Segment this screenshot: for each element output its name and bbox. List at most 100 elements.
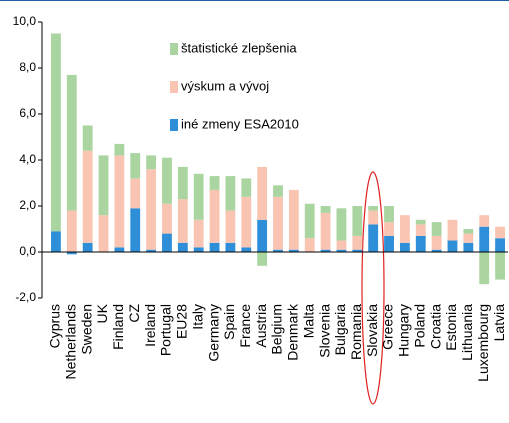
bar-segment [399, 215, 410, 243]
bar-segment [130, 208, 141, 252]
bar-segment [177, 199, 188, 243]
bar-segment [479, 215, 490, 227]
bar-segment [288, 189, 299, 250]
bar-segment [495, 226, 505, 239]
bar-segment [51, 231, 61, 252]
bar-segment [399, 242, 410, 252]
x-tick-label: Lithuania [459, 304, 475, 361]
legend-swatch [170, 119, 178, 131]
bar-segment [241, 178, 252, 197]
bar-segment [193, 173, 204, 220]
bar-segment [209, 176, 220, 190]
bar-segment [368, 206, 379, 211]
bar-segment [225, 176, 236, 211]
bar-segment [320, 212, 331, 250]
x-tick-label: Greece [380, 304, 396, 350]
bar-segment [495, 238, 505, 252]
bar-segment [82, 125, 93, 151]
y-tick-label: 0,0 [19, 244, 36, 258]
bar-segment [114, 247, 125, 252]
x-tick-label: Austria [253, 304, 269, 348]
bar-segment [447, 219, 458, 241]
bar-segment [320, 249, 331, 252]
legend-swatch [170, 43, 178, 55]
bar-segment [146, 169, 157, 250]
y-tick-label: 10,0 [13, 14, 37, 28]
bar-segment [415, 224, 426, 236]
bar-segment [368, 224, 379, 252]
x-tick-label: Netherlands [62, 304, 78, 380]
bar-segment [162, 203, 172, 234]
x-tick-label: Portugal [158, 304, 174, 356]
bar-segment [225, 210, 236, 243]
bar-segment [320, 206, 331, 213]
x-tick-label: Sweden [78, 304, 94, 355]
legend-label: štatistické zlepšenia [181, 40, 297, 55]
y-tick-label: 6,0 [19, 106, 36, 120]
bar-segment [352, 206, 363, 236]
x-tick-label: Denmark [285, 303, 301, 361]
bar-segment [336, 240, 347, 250]
highlight-ellipse [361, 171, 385, 405]
bar-segment [177, 166, 188, 200]
legend-swatch [170, 81, 178, 93]
y-tick-label: -2,0 [15, 290, 36, 304]
x-tick-label: CZ [126, 304, 142, 323]
bar-segment [463, 242, 474, 252]
y-tick-label: 4,0 [19, 152, 36, 166]
bar-segment [66, 210, 77, 252]
x-tick-label: EU28 [174, 304, 190, 339]
bar-segment [193, 219, 204, 248]
x-tick-label: Bulgaria [332, 304, 348, 356]
bar-segment [225, 242, 236, 252]
bar-segment [431, 249, 442, 252]
bar-segment [82, 150, 93, 243]
bar-segment [479, 252, 490, 285]
bar-segment [352, 249, 363, 252]
x-tick-label: Germany [205, 304, 221, 362]
bar-segment [463, 229, 474, 234]
bar-segment [241, 247, 252, 252]
x-tick-label: Spain [221, 304, 237, 340]
x-tick-label: Romania [348, 304, 364, 360]
bar-segment [82, 242, 93, 252]
x-tick-label: Hungary [396, 304, 412, 357]
bar-segment [415, 235, 426, 252]
bar-segment [114, 155, 125, 248]
y-tick-label: 2,0 [19, 198, 36, 212]
bar-segment [177, 242, 188, 252]
x-tick-label: Belgium [269, 304, 285, 355]
x-tick-label: Finland [110, 304, 126, 350]
bar-segment [431, 235, 442, 250]
bar-segment [273, 185, 283, 197]
x-tick-label: France [237, 304, 253, 348]
x-tick-label: Poland [411, 304, 427, 348]
x-tick-label: Malta [300, 304, 316, 338]
bar-segment [447, 240, 458, 252]
bar-segment [162, 157, 172, 204]
bar-segment [384, 206, 394, 223]
bar-segment [463, 233, 474, 243]
bar-segment [114, 143, 125, 156]
y-tick-label: 8,0 [19, 60, 36, 74]
bar-segment [368, 210, 379, 225]
bar-segment [146, 155, 157, 170]
x-tick-label: Croatia [427, 304, 443, 349]
bar-segment [51, 33, 61, 232]
x-tick-label: UK [94, 303, 110, 323]
bar-segment [66, 252, 77, 255]
bar-segment [162, 233, 172, 252]
x-tick-label: Estonia [443, 304, 459, 351]
legend-label: iné zmeny ESA2010 [181, 116, 299, 131]
x-tick-label: Slovakia [364, 304, 380, 357]
x-tick-label: Latvia [491, 304, 507, 342]
bar-segment [257, 166, 268, 220]
bar-segment [257, 252, 268, 266]
bar-segment [209, 242, 220, 252]
bar-segment [209, 189, 220, 243]
bar-segment [273, 196, 283, 250]
bar-segment [384, 235, 394, 252]
bar-segment [193, 247, 204, 252]
bar-segment [336, 249, 347, 252]
